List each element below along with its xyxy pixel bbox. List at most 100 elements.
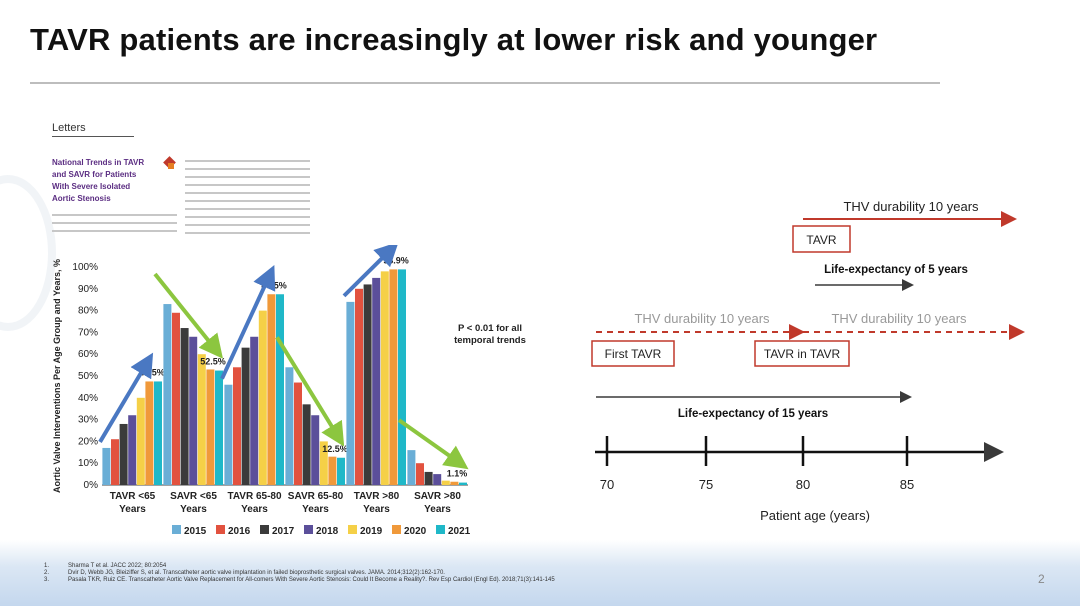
life-expectancy-5-label: Life-expectancy of 5 years: [824, 264, 968, 276]
y-tick-label: 90%: [78, 284, 98, 295]
legend-swatch-2021: [436, 525, 445, 534]
tavr-box-label: TAVR: [806, 233, 837, 247]
journal-logo-accent-icon: [168, 163, 174, 169]
x-tick-label-line2: Years: [180, 504, 207, 515]
y-tick-label: 70%: [78, 327, 98, 338]
bar-2016: [355, 288, 363, 485]
footer-band: [0, 540, 1080, 606]
bar-2015: [102, 447, 111, 485]
reference-item: 3. Pasala TKR, Ruiz CE. Transcatheter Aor…: [44, 577, 555, 583]
bar-2019: [441, 480, 450, 485]
bar-2021: [398, 269, 406, 485]
bar-2021: [337, 457, 345, 485]
bar-2016: [111, 439, 119, 485]
trend-arrow-up: [98, 352, 154, 443]
y-tick-label: 60%: [78, 349, 98, 360]
bar-2019: [197, 354, 206, 485]
trend-arrow-down: [153, 272, 224, 359]
bar-2019: [258, 310, 267, 485]
bar-2015: [285, 367, 294, 485]
bar-2019: [136, 397, 145, 485]
x-tick-label: TAVR <65: [110, 491, 156, 502]
legend-swatch-2020: [392, 525, 401, 534]
trend-arrow-down: [275, 336, 345, 447]
article-section-label: Letters: [52, 122, 86, 134]
trend-arrow-up: [220, 264, 276, 380]
y-tick-label: 0%: [84, 480, 99, 491]
x-tick-label: SAVR <65: [170, 491, 217, 502]
bar-2017: [119, 423, 128, 485]
reference-item: 1. Sharma T et al. JACC 2022; 80:2054: [44, 563, 167, 569]
tavr-in-tavr-label: TAVR in TAVR: [764, 347, 841, 361]
title-divider: [30, 82, 940, 84]
chart-annotation-line2: temporal trends: [454, 335, 526, 346]
y-tick-label: 30%: [78, 415, 98, 426]
age-tick-label: 75: [699, 477, 713, 492]
bar-2018: [311, 415, 320, 485]
reference-item: 2. Dvir D, Webb JG, Bleiziffer S, et al. …: [44, 570, 445, 576]
y-tick-label: 100%: [72, 262, 98, 273]
bar-2018: [128, 415, 137, 485]
legend-swatch-2019: [348, 525, 357, 534]
legend-swatch-2017: [260, 525, 269, 534]
bar-2021: [154, 381, 162, 485]
x-tick-label: TAVR 65-80: [227, 491, 282, 502]
x-tick-label-line2: Years: [302, 504, 329, 515]
bar-2020: [389, 269, 398, 485]
bar-2015: [407, 450, 416, 485]
bar-2017: [180, 328, 189, 485]
legend-label-2019: 2019: [360, 526, 383, 537]
bar-2016: [233, 367, 241, 485]
bar-2017: [363, 284, 372, 485]
y-tick-label: 10%: [78, 458, 98, 469]
bar-2020: [450, 481, 459, 485]
bar-2016: [294, 382, 302, 485]
legend-label-2016: 2016: [228, 526, 251, 537]
x-tick-label: SAVR >80: [414, 491, 461, 502]
x-tick-label: SAVR 65-80: [288, 491, 344, 502]
article-title: National Trends in TAVR and SAVR for Pat…: [52, 158, 145, 203]
bar-2015: [224, 384, 233, 485]
data-label: 12.5%: [322, 444, 348, 454]
bar-2017: [424, 471, 433, 485]
trends-bar-chart: 0% 10% 20% 30% 40% 50% 60% 70% 80% 90% 100% Aortic …: [52, 245, 526, 537]
bar-2021: [459, 482, 467, 485]
bar-2017: [241, 347, 250, 485]
bar-2019: [319, 441, 328, 485]
data-label: 98.9%: [383, 255, 409, 265]
legend-label-2015: 2015: [184, 526, 207, 537]
y-tick-label: 20%: [78, 436, 98, 447]
tavr-in-tavr-box: [754, 340, 850, 367]
y-tick-label: 50%: [78, 371, 98, 382]
legend-label-2018: 2018: [316, 526, 339, 537]
slide-title: TAVR patients are increasingly at lower …: [30, 22, 878, 57]
chart-annotation: P < 0.01 for all: [458, 323, 522, 334]
x-tick-label-line2: Years: [424, 504, 451, 515]
y-axis-label: Aortic Valve Interventions Per Age Group…: [52, 259, 62, 493]
trend-arrow-up: [342, 245, 399, 298]
thv-durability-label-1: THV durability 10 years: [634, 311, 770, 326]
bar-2020: [328, 456, 337, 485]
bar-2020: [145, 381, 154, 485]
bar-2018: [433, 474, 442, 485]
legend-label-2021: 2021: [448, 526, 471, 537]
x-tick-label-line2: Years: [363, 504, 390, 515]
y-tick-label: 40%: [78, 393, 98, 404]
references-list: 1. Sharma T et al. JACC 2022; 80:2054 2. D…: [44, 563, 555, 584]
bar-2015: [346, 301, 355, 485]
bar-2020: [267, 294, 276, 485]
article-section-rule: [52, 136, 134, 137]
thv-durability-label-top: THV durability 10 years: [843, 199, 979, 214]
age-axis-label: Patient age (years): [760, 508, 870, 523]
tavr-box: [792, 225, 851, 253]
legend-swatch-2015: [172, 525, 181, 534]
x-tick-label-line2: Years: [119, 504, 146, 515]
bar-2017: [302, 404, 311, 485]
x-tick-label-line2: Years: [241, 504, 268, 515]
bar-2021: [276, 294, 284, 485]
bar-2021: [215, 370, 223, 485]
first-tavr-label: First TAVR: [605, 347, 662, 361]
bar-2016: [172, 312, 180, 485]
y-tick-label: 80%: [78, 306, 98, 317]
life-expectancy-15-label: Life-expectancy of 15 years: [678, 408, 828, 420]
